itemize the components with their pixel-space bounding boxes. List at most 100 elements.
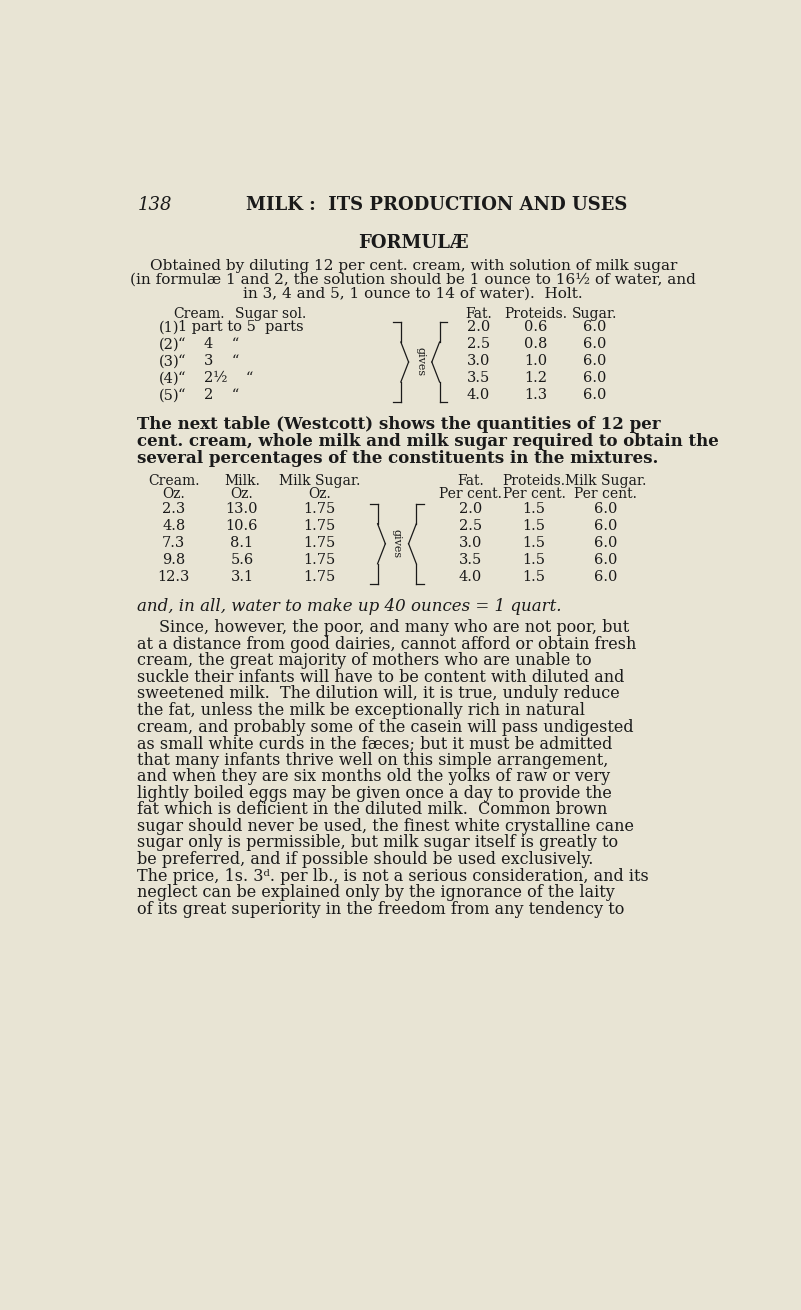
Text: 3.0: 3.0 [459, 536, 482, 550]
Text: 6.0: 6.0 [594, 570, 617, 584]
Text: (2): (2) [159, 338, 179, 351]
Text: and, in all, water to make up 40 ounces = 1 quart.: and, in all, water to make up 40 ounces … [137, 597, 562, 614]
Text: 0.8: 0.8 [524, 338, 547, 351]
Text: Since, however, the poor, and many who are not poor, but: Since, however, the poor, and many who a… [159, 620, 630, 637]
Text: and when they are six months old the yolks of raw or very: and when they are six months old the yol… [137, 768, 610, 785]
Text: (5): (5) [159, 388, 179, 402]
Text: Fat.: Fat. [465, 307, 492, 321]
Text: 3.5: 3.5 [467, 371, 490, 385]
Text: 1.75: 1.75 [304, 570, 336, 584]
Text: 4.0: 4.0 [459, 570, 482, 584]
Text: 2.3: 2.3 [162, 502, 185, 516]
Text: Proteids.: Proteids. [504, 307, 567, 321]
Text: 4.0: 4.0 [467, 388, 490, 402]
Text: 6.0: 6.0 [583, 338, 606, 351]
Text: 2.5: 2.5 [459, 519, 482, 533]
Text: FORMULÆ: FORMULÆ [358, 234, 469, 253]
Text: suckle their infants will have to be content with diluted and: suckle their infants will have to be con… [137, 669, 625, 686]
Text: cent. cream, whole milk and milk sugar required to obtain the: cent. cream, whole milk and milk sugar r… [137, 432, 719, 449]
Text: Milk Sugar.: Milk Sugar. [565, 474, 646, 489]
Text: Fat.: Fat. [457, 474, 484, 489]
Text: Per cent.: Per cent. [574, 487, 637, 500]
Text: (in formulæ 1 and 2, the solution should be 1 ounce to 16½ of water, and: (in formulæ 1 and 2, the solution should… [131, 272, 696, 287]
Text: sugar only is permissible, but milk sugar itself is greatly to: sugar only is permissible, but milk suga… [137, 834, 618, 852]
Text: Proteids.: Proteids. [502, 474, 566, 489]
Text: 7.3: 7.3 [162, 536, 185, 550]
Text: The next table (Westcott) shows the quantities of 12 per: The next table (Westcott) shows the quan… [137, 415, 661, 432]
Text: 1.75: 1.75 [304, 502, 336, 516]
Text: cream, and probably some of the casein will pass undigested: cream, and probably some of the casein w… [137, 718, 634, 735]
Text: 1.5: 1.5 [522, 502, 545, 516]
Text: Oz.: Oz. [231, 487, 253, 500]
Text: cream, the great majority of mothers who are unable to: cream, the great majority of mothers who… [137, 652, 592, 669]
Text: 138: 138 [137, 195, 172, 214]
Text: 6.0: 6.0 [594, 519, 617, 533]
Text: (3): (3) [159, 354, 179, 368]
Text: 1.75: 1.75 [304, 553, 336, 567]
Text: “    4    “: “ 4 “ [178, 338, 239, 351]
Text: 6.0: 6.0 [583, 388, 606, 402]
Text: as small white curds in the fæces; but it must be admitted: as small white curds in the fæces; but i… [137, 735, 613, 752]
Text: 1.75: 1.75 [304, 519, 336, 533]
Text: several percentages of the constituents in the mixtures.: several percentages of the constituents … [137, 449, 658, 466]
Text: fat which is deficient in the diluted milk.  Common brown: fat which is deficient in the diluted mi… [137, 802, 608, 819]
Text: gives: gives [392, 529, 402, 558]
Text: that many infants thrive well on this simple arrangement,: that many infants thrive well on this si… [137, 752, 609, 769]
Text: 6.0: 6.0 [594, 553, 617, 567]
Text: Sugar sol.: Sugar sol. [235, 307, 306, 321]
Text: 0.6: 0.6 [524, 321, 547, 334]
Text: (4): (4) [159, 371, 179, 385]
Text: 1 part to 5  parts: 1 part to 5 parts [178, 321, 304, 334]
Text: 1.5: 1.5 [522, 570, 545, 584]
Text: Per cent.: Per cent. [439, 487, 502, 500]
Text: sweetened milk.  The dilution will, it is true, unduly reduce: sweetened milk. The dilution will, it is… [137, 685, 620, 702]
Text: Oz.: Oz. [308, 487, 331, 500]
Text: “    2    “: “ 2 “ [178, 388, 239, 402]
Text: 3.1: 3.1 [231, 570, 253, 584]
Text: 6.0: 6.0 [583, 321, 606, 334]
Text: Cream.: Cream. [174, 307, 225, 321]
Text: 6.0: 6.0 [583, 371, 606, 385]
Text: gives: gives [415, 347, 425, 376]
Text: in 3, 4 and 5, 1 ounce to 14 of water).  Holt.: in 3, 4 and 5, 1 ounce to 14 of water). … [244, 287, 583, 300]
Text: 13.0: 13.0 [226, 502, 258, 516]
Text: at a distance from good dairies, cannot afford or obtain fresh: at a distance from good dairies, cannot … [137, 635, 637, 652]
Text: Per cent.: Per cent. [503, 487, 566, 500]
Text: neglect can be explained only by the ignorance of the laity: neglect can be explained only by the ign… [137, 884, 615, 901]
Text: The price, 1s. 3ᵈ. per lb., is not a serious consideration, and its: The price, 1s. 3ᵈ. per lb., is not a ser… [137, 867, 649, 884]
Text: “    3    “: “ 3 “ [178, 354, 239, 368]
Text: 1.2: 1.2 [524, 371, 547, 385]
Text: 4.8: 4.8 [162, 519, 185, 533]
Text: Obtained by diluting 12 per cent. cream, with solution of milk sugar: Obtained by diluting 12 per cent. cream,… [150, 259, 677, 272]
Text: lightly boiled eggs may be given once a day to provide the: lightly boiled eggs may be given once a … [137, 785, 612, 802]
Text: 12.3: 12.3 [158, 570, 190, 584]
Text: Milk Sugar.: Milk Sugar. [279, 474, 360, 489]
Text: Sugar.: Sugar. [572, 307, 618, 321]
Text: 3.5: 3.5 [459, 553, 482, 567]
Text: 2.0: 2.0 [459, 502, 482, 516]
Text: 1.5: 1.5 [522, 536, 545, 550]
Text: 10.6: 10.6 [226, 519, 258, 533]
Text: 6.0: 6.0 [583, 354, 606, 368]
Text: 2.0: 2.0 [467, 321, 490, 334]
Text: Milk.: Milk. [224, 474, 260, 489]
Text: 6.0: 6.0 [594, 536, 617, 550]
Text: the fat, unless the milk be exceptionally rich in natural: the fat, unless the milk be exceptionall… [137, 702, 586, 719]
Text: 1.5: 1.5 [522, 553, 545, 567]
Text: 1.0: 1.0 [524, 354, 547, 368]
Text: 2.5: 2.5 [467, 338, 490, 351]
Text: Oz.: Oz. [163, 487, 185, 500]
Text: (1): (1) [159, 321, 179, 334]
Text: 3.0: 3.0 [467, 354, 490, 368]
Text: “    2½    “: “ 2½ “ [178, 371, 253, 385]
Text: 8.1: 8.1 [231, 536, 253, 550]
Text: 5.6: 5.6 [231, 553, 254, 567]
Text: of its great superiority in the freedom from any tendency to: of its great superiority in the freedom … [137, 901, 625, 917]
Text: 1.5: 1.5 [522, 519, 545, 533]
Text: 9.8: 9.8 [162, 553, 185, 567]
Text: 1.3: 1.3 [524, 388, 547, 402]
Text: 6.0: 6.0 [594, 502, 617, 516]
Text: be preferred, and if possible should be used exclusively.: be preferred, and if possible should be … [137, 852, 594, 869]
Text: Cream.: Cream. [148, 474, 199, 489]
Text: sugar should never be used, the finest white crystalline cane: sugar should never be used, the finest w… [137, 817, 634, 834]
